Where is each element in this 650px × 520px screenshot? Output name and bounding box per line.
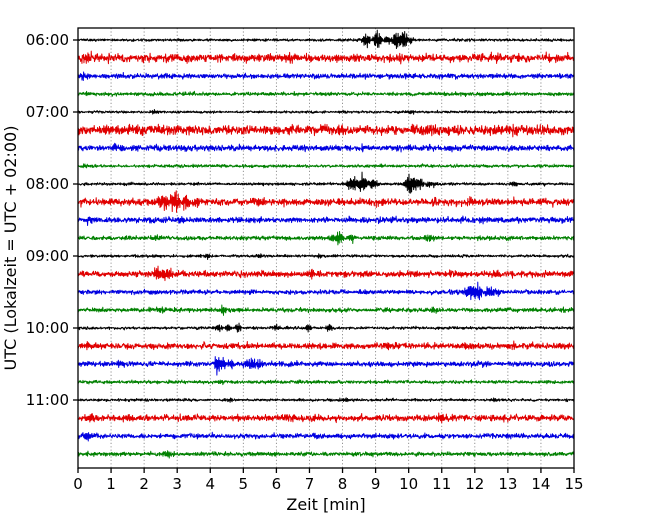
seismogram-trace [77, 123, 575, 138]
seismogram-trace [77, 304, 575, 316]
seismogram-trace [77, 431, 575, 442]
seismogram-trace [77, 322, 575, 333]
y-axis: 06:00 07:00 08:00 09:00 10:00 11:00 [26, 31, 78, 409]
x-axis: 0 1 2 3 4 5 6 7 8 9 10 11 12 13 14 15 [73, 468, 584, 493]
seismogram-trace [77, 190, 575, 213]
y-tick-label: 06:00 [26, 31, 69, 49]
seismogram-trace [77, 450, 575, 459]
x-tick-label: 8 [338, 475, 348, 493]
seismogram-trace [77, 230, 575, 246]
seismogram-trace [77, 163, 575, 169]
x-tick-label: 0 [73, 475, 83, 493]
seismogram-traces [77, 29, 575, 459]
seismogram-trace [77, 340, 575, 351]
x-tick-label: 4 [205, 475, 215, 493]
x-tick-label: 10 [399, 475, 418, 493]
seismogram-trace [77, 281, 575, 301]
seismogram-trace [77, 379, 575, 386]
seismogram-trace [77, 90, 575, 98]
seismogram-trace [77, 50, 575, 65]
x-tick-label: 14 [531, 475, 550, 493]
y-tick-label: 11:00 [26, 391, 69, 409]
x-tick-label: 5 [239, 475, 249, 493]
seismogram-trace [77, 215, 575, 227]
seismogram-trace [77, 171, 575, 194]
y-tick-label: 07:00 [26, 103, 69, 121]
x-tick-label: 11 [432, 475, 451, 493]
y-tick-label: 08:00 [26, 175, 69, 193]
y-tick-label: 10:00 [26, 319, 69, 337]
seismogram-trace [77, 142, 575, 153]
seismogram-trace [77, 412, 575, 424]
x-tick-label: 12 [465, 475, 484, 493]
seismogram-trace [77, 397, 575, 403]
x-tick-label: 3 [172, 475, 182, 493]
plot-frame [77, 27, 575, 469]
x-tick-label: 6 [272, 475, 282, 493]
plot-area-background [78, 28, 574, 468]
seismogram-trace [77, 108, 575, 115]
x-tick-label: 15 [564, 475, 583, 493]
seismogram-trace [77, 71, 575, 81]
x-tick-label: 7 [305, 475, 315, 493]
seismogram-trace [77, 265, 575, 282]
x-tick-label: 1 [106, 475, 116, 493]
x-tick-label: 2 [139, 475, 149, 493]
x-axis-title: Zeit [min] [286, 495, 365, 514]
x-tick-label: 9 [371, 475, 381, 493]
y-axis-title: UTC (Lokalzeit = UTC + 02:00) [1, 126, 20, 371]
seismogram-trace [77, 253, 575, 261]
seismogram-trace [77, 356, 575, 376]
x-tick-label: 13 [498, 475, 517, 493]
y-tick-label: 09:00 [26, 247, 69, 265]
seismogram-trace [77, 29, 575, 50]
